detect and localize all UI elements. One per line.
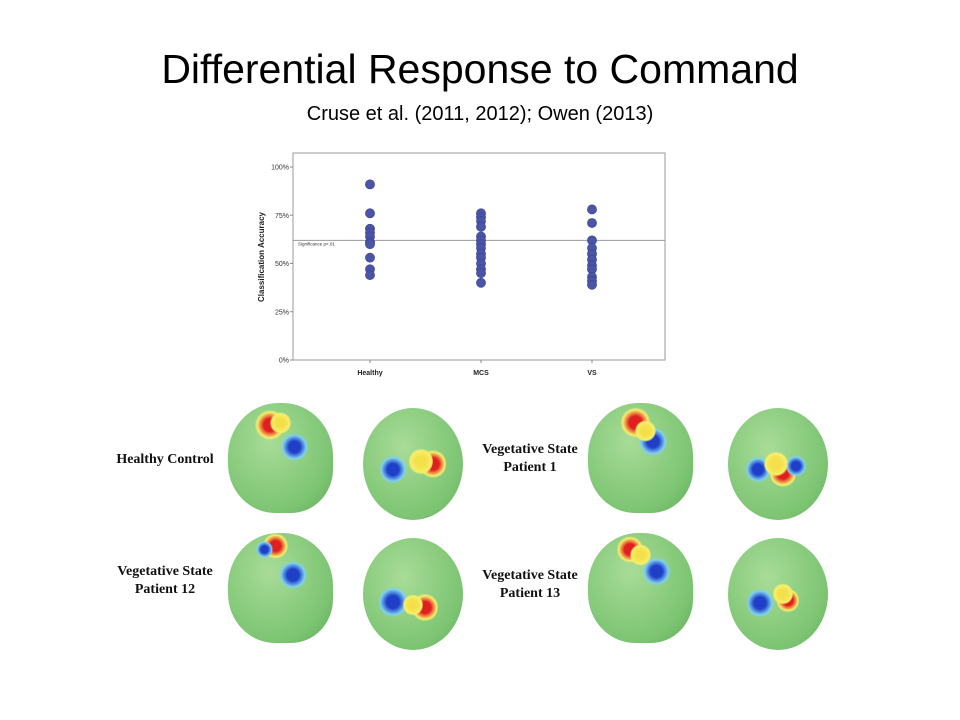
activation-blob: [786, 455, 806, 478]
activation-blob: [280, 432, 308, 462]
data-point-vs: [587, 204, 597, 215]
data-point-healthy: [365, 208, 375, 219]
y-tick-label: 0%: [279, 358, 289, 365]
data-point-healthy: [365, 239, 375, 250]
data-point-mcs: [476, 268, 486, 279]
y-tick-label: 50%: [275, 261, 289, 268]
data-point-healthy: [365, 270, 375, 280]
y-axis-label: Classification Accuracy: [257, 211, 266, 302]
activation-blob: [403, 594, 423, 617]
activation-blob: [379, 586, 407, 618]
brain-map-image: [588, 403, 693, 513]
label-vs-patient-12: Vegetative State Patient 12: [117, 564, 213, 597]
label-vs-patient-1: Vegetative State Patient 1: [482, 442, 578, 475]
label-vs-patient-13: Vegetative State Patient 13: [482, 568, 578, 601]
brain-map-image: [228, 403, 333, 513]
brain-map-image: [363, 538, 463, 650]
slide-title: Differential Response to Command: [161, 46, 799, 92]
brain-map-image: [588, 533, 693, 643]
y-tick-label: 75%: [275, 213, 289, 220]
label-healthy-control: Healthy Control: [116, 452, 214, 467]
brain-map-image: [363, 408, 463, 520]
activation-blob: [764, 450, 788, 478]
data-point-mcs: [476, 221, 486, 232]
slide-subtitle: Cruse et al. (2011, 2012); Owen (2013): [306, 103, 654, 125]
activation-blob: [635, 419, 657, 442]
activation-blob: [380, 455, 406, 485]
brain-map-image: [728, 408, 828, 520]
activation-blob: [256, 540, 274, 559]
activation-blob: [630, 544, 651, 566]
data-point-mcs: [476, 277, 486, 288]
x-tick-label: MCS: [473, 370, 489, 377]
activation-blob: [409, 448, 433, 476]
scatter-chart: Significance p<.01 Classification Accura…: [257, 152, 666, 377]
activation-blob: [279, 560, 307, 590]
y-tick-label: 25%: [275, 309, 289, 316]
brain-map-image: [228, 533, 333, 643]
data-point-healthy: [365, 252, 375, 263]
brain-map-image: [728, 538, 828, 650]
activation-blob: [773, 582, 793, 606]
activation-blob: [747, 588, 773, 618]
significance-label: Significance p<.01: [298, 241, 335, 246]
data-point-vs: [587, 279, 597, 290]
x-tick-label: VS: [587, 370, 597, 377]
data-point-vs: [587, 218, 597, 228]
activation-blob: [270, 411, 291, 434]
x-tick-label: Healthy: [357, 370, 382, 377]
data-point-healthy: [365, 179, 375, 190]
y-tick-label: 100%: [271, 165, 289, 172]
